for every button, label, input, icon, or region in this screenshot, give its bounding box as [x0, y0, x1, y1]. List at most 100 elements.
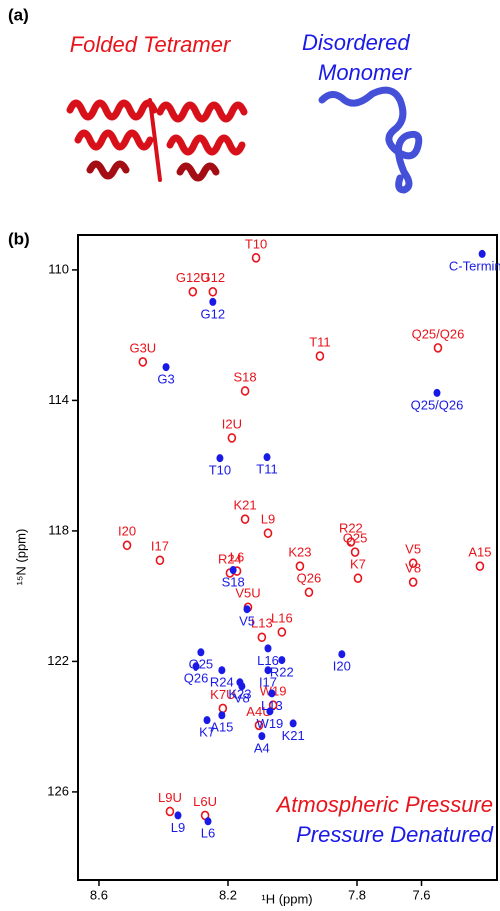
peak-label: C-Terminus	[449, 258, 500, 273]
peak	[218, 703, 228, 714]
peak	[240, 514, 250, 524]
peak	[433, 388, 441, 397]
peak-label: A15	[468, 545, 491, 560]
peak-label: S18	[222, 574, 245, 589]
peak-label: V8	[234, 691, 250, 706]
tetramer-title: Folded Tetramer	[70, 32, 232, 57]
x-tick-label: 7.8	[348, 887, 366, 902]
peak-label: G12	[201, 306, 226, 321]
y-tick-label: 118	[48, 522, 69, 537]
peak-label: K7	[350, 557, 366, 572]
peak-label: S18	[234, 369, 257, 384]
peak-label: K21	[282, 728, 305, 743]
peak-label: G12	[201, 270, 226, 285]
peak	[278, 656, 286, 665]
peak-label: I20	[118, 524, 136, 539]
peak	[138, 357, 148, 367]
peak	[277, 627, 287, 637]
peak-label: I2U	[222, 416, 242, 431]
peak-label: V8	[405, 561, 421, 576]
peak	[240, 386, 250, 396]
peak-label: L9	[171, 820, 185, 835]
peak-label: I20	[333, 659, 351, 674]
legend-entry: Pressure Denatured	[296, 822, 494, 847]
peak-label: L6U	[193, 794, 217, 809]
peak	[268, 689, 276, 698]
x-axis-label: ¹H (ppm)	[261, 891, 312, 906]
peak	[236, 678, 244, 687]
y-tick-label: 114	[48, 392, 69, 407]
peak	[263, 528, 273, 538]
peak	[338, 650, 346, 659]
peak	[209, 297, 217, 306]
peak	[197, 648, 205, 657]
peak-label: Q26	[297, 571, 322, 586]
peak-label: R22	[270, 665, 294, 680]
peak-label: Q25/Q26	[412, 326, 465, 341]
peak	[218, 711, 226, 720]
peak-label: K7	[199, 725, 215, 740]
x-tick-label: 8.6	[90, 887, 108, 902]
peak-label: T11	[309, 334, 330, 349]
peak	[346, 537, 356, 547]
peak-label: K7U	[210, 687, 235, 702]
peak	[257, 632, 267, 643]
peak-label: G12U	[176, 270, 210, 285]
peak	[188, 286, 198, 297]
peak	[295, 561, 305, 571]
y-tick-label: 126	[47, 783, 69, 798]
peak-label: T11	[256, 462, 277, 477]
peak-label: K23	[288, 545, 311, 560]
peak	[264, 666, 272, 675]
peak	[203, 716, 211, 725]
peak-label: K23	[228, 687, 251, 702]
peak-label: L13	[261, 698, 283, 713]
peak	[478, 249, 486, 258]
peak	[216, 454, 224, 463]
legend-entry: Atmospheric Pressure	[275, 792, 493, 817]
peak-label: L16	[271, 610, 293, 625]
peak-label: A4	[254, 741, 270, 756]
peak	[251, 253, 261, 263]
monomer-cartoon	[318, 86, 423, 194]
peak-label: G3U	[129, 340, 156, 355]
peak	[353, 573, 363, 584]
peak	[204, 817, 212, 826]
monomer-title: Disordered	[302, 30, 410, 55]
peak-label: K21	[234, 498, 257, 513]
peak-label: I17	[151, 539, 169, 554]
peak	[263, 453, 271, 462]
peak-label: Q25	[189, 657, 214, 672]
peak	[289, 719, 297, 728]
peak	[174, 811, 182, 820]
peak	[268, 700, 278, 710]
peak-label: L9U	[158, 790, 182, 805]
monomer-title: Monomer	[318, 60, 413, 85]
peak-label: Q26	[184, 671, 209, 686]
peak	[155, 555, 165, 566]
peak-label: L9	[261, 512, 275, 527]
peak	[192, 662, 200, 671]
panel-label: (a)	[8, 5, 29, 24]
peak-label: I17	[259, 675, 277, 690]
peak-label: Q25	[343, 531, 368, 546]
peak	[122, 540, 132, 551]
panel-label: (b)	[8, 229, 30, 248]
peak-label: T10	[245, 236, 267, 251]
peak-label: R24	[210, 675, 234, 690]
peak-label: V5	[405, 542, 421, 557]
peak	[266, 707, 274, 716]
peak	[350, 547, 360, 557]
peak	[408, 577, 418, 587]
peak	[264, 644, 272, 653]
x-tick-label: 7.6	[412, 887, 430, 902]
peak	[165, 806, 175, 817]
peak-label: L13	[251, 616, 273, 631]
peak	[227, 433, 237, 443]
peak	[433, 343, 443, 353]
peak	[258, 732, 266, 741]
peak-label: V5	[239, 614, 255, 629]
peak	[304, 587, 314, 598]
peak	[408, 558, 418, 569]
peak-label: A4U	[246, 704, 271, 719]
